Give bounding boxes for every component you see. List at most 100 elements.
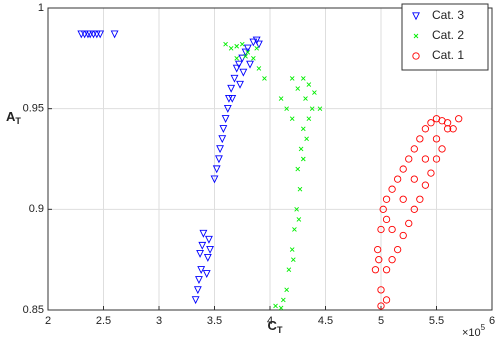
data-point bbox=[198, 241, 207, 250]
legend-marker bbox=[412, 52, 420, 60]
data-point bbox=[306, 82, 312, 87]
data-point bbox=[227, 84, 236, 93]
data-point bbox=[304, 136, 309, 142]
data-point bbox=[405, 219, 413, 228]
x-tick-label: 3 bbox=[156, 315, 162, 327]
data-point bbox=[193, 286, 202, 295]
x-offset-base: ×10 bbox=[462, 327, 481, 339]
data-point bbox=[377, 225, 385, 234]
x-tick-label: 5 bbox=[378, 315, 384, 327]
data-point bbox=[317, 106, 323, 111]
data-point bbox=[254, 45, 259, 51]
data-point bbox=[382, 266, 391, 274]
data-point bbox=[249, 38, 258, 47]
x-offset-label: ×105 bbox=[462, 323, 486, 339]
data-point bbox=[303, 96, 308, 101]
data-point bbox=[223, 105, 232, 113]
data-point bbox=[289, 76, 295, 81]
data-point bbox=[377, 286, 385, 294]
data-point bbox=[438, 145, 446, 153]
data-point bbox=[393, 175, 402, 183]
data-point bbox=[281, 297, 286, 303]
data-point bbox=[455, 115, 463, 123]
x-offset-power: 5 bbox=[481, 323, 486, 332]
x-tick-label: 5.5 bbox=[429, 315, 444, 327]
data-point bbox=[300, 126, 306, 132]
data-point bbox=[278, 305, 284, 311]
y-label-main: A bbox=[6, 109, 16, 124]
data-point bbox=[284, 287, 289, 293]
data-point bbox=[239, 41, 245, 47]
y-tick-label: 0.9 bbox=[29, 203, 44, 215]
data-point bbox=[199, 229, 208, 238]
legend-marker bbox=[413, 33, 419, 39]
legend-label: Cat. 3 bbox=[432, 8, 464, 22]
plot-frame bbox=[47, 7, 493, 311]
data-point bbox=[382, 296, 391, 304]
data-point bbox=[273, 303, 278, 309]
y-label-sub: T bbox=[15, 116, 21, 126]
data-point bbox=[234, 56, 240, 61]
data-point bbox=[312, 90, 317, 95]
data-point bbox=[232, 64, 241, 73]
data-point bbox=[298, 146, 304, 152]
data-point bbox=[202, 270, 211, 278]
data-point bbox=[294, 207, 299, 212]
data-point bbox=[289, 247, 295, 252]
data-point bbox=[205, 235, 213, 244]
data-point bbox=[374, 245, 382, 254]
data-point bbox=[245, 49, 251, 55]
data-point bbox=[421, 155, 430, 163]
data-point bbox=[375, 256, 383, 264]
data-point bbox=[432, 135, 441, 143]
data-point bbox=[443, 125, 452, 133]
data-point bbox=[256, 66, 262, 71]
data-point bbox=[278, 96, 284, 101]
data-point bbox=[216, 145, 224, 154]
data-point bbox=[399, 195, 407, 203]
x-tick-label: 3.5 bbox=[207, 315, 222, 327]
x-tick-label: 6 bbox=[489, 315, 495, 327]
data-point bbox=[295, 86, 301, 91]
data-point bbox=[195, 276, 203, 285]
data-point bbox=[243, 54, 248, 59]
y-axis-label: AT bbox=[6, 109, 21, 126]
data-point bbox=[234, 60, 243, 69]
data-point bbox=[206, 245, 214, 254]
data-point bbox=[388, 256, 396, 264]
data-point bbox=[377, 302, 385, 310]
data-point bbox=[300, 76, 306, 81]
data-point bbox=[239, 68, 248, 77]
data-point bbox=[427, 119, 435, 127]
data-point bbox=[212, 165, 221, 174]
data-point bbox=[449, 125, 457, 133]
data-point bbox=[223, 41, 228, 47]
data-point bbox=[410, 175, 418, 183]
data-point bbox=[234, 43, 240, 49]
data-point bbox=[421, 125, 430, 133]
data-point bbox=[292, 227, 297, 232]
data-point bbox=[416, 135, 424, 143]
data-point bbox=[221, 115, 230, 123]
data-point bbox=[191, 296, 200, 305]
data-point bbox=[388, 185, 396, 193]
data-point bbox=[210, 175, 219, 184]
data-point bbox=[399, 231, 407, 240]
data-point bbox=[296, 217, 302, 222]
legend-marker bbox=[412, 12, 420, 21]
data-point bbox=[110, 30, 119, 39]
data-point bbox=[203, 254, 212, 262]
y-tick-label: 0.85 bbox=[23, 304, 44, 316]
data-point bbox=[219, 125, 228, 134]
y-tick-label: 0.95 bbox=[23, 103, 44, 115]
data-point bbox=[290, 257, 296, 262]
data-point bbox=[228, 45, 234, 51]
legend-label: Cat. 2 bbox=[432, 28, 464, 42]
data-point bbox=[306, 116, 312, 122]
data-point bbox=[379, 205, 387, 213]
data-point bbox=[246, 60, 254, 69]
data-point bbox=[393, 245, 402, 254]
data-point bbox=[243, 44, 252, 53]
data-point bbox=[254, 40, 263, 49]
